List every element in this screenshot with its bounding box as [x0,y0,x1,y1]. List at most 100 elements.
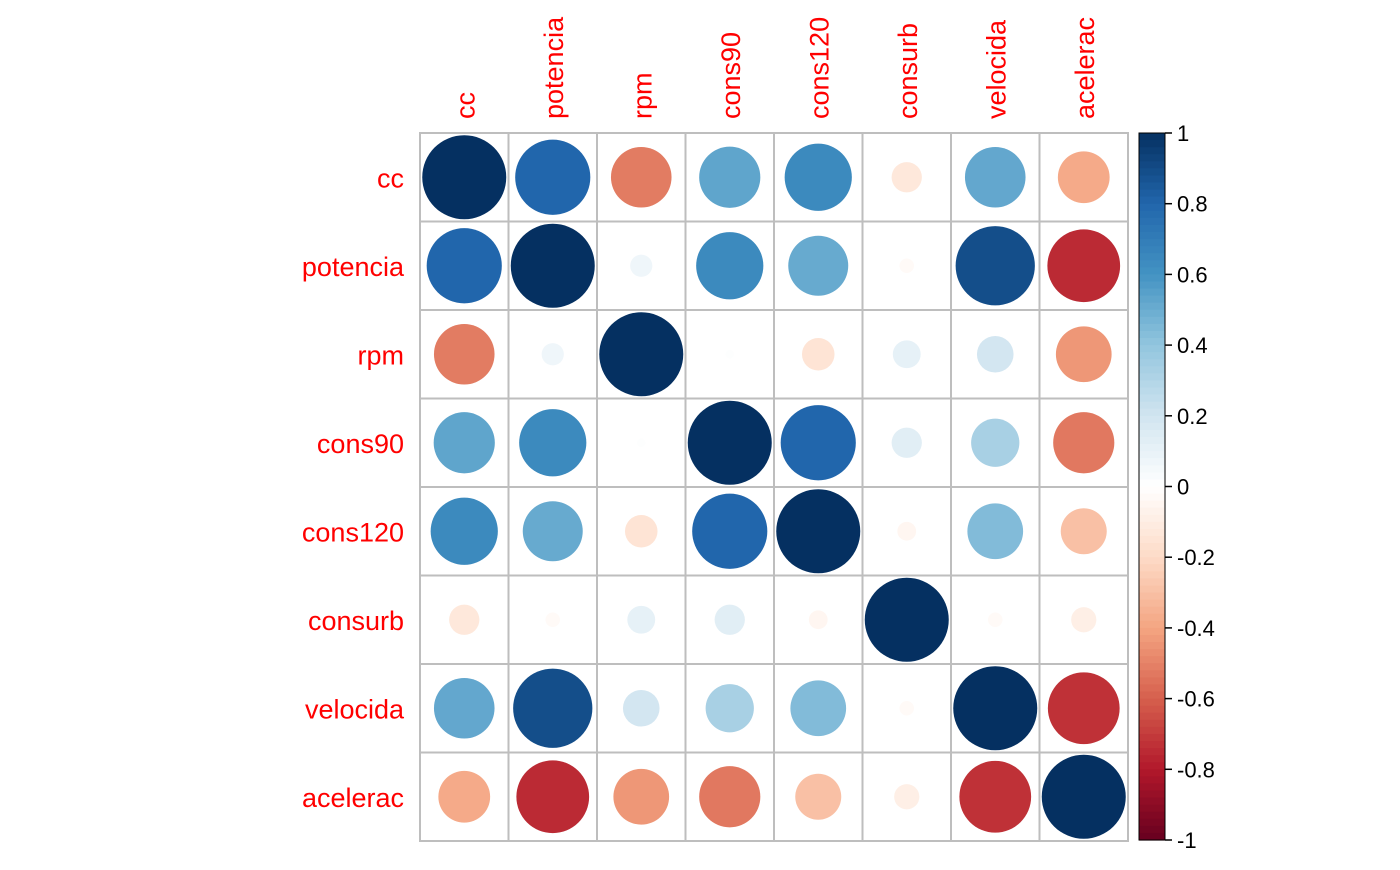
correlation-circle [891,427,922,458]
colorbar-tick-label: 0.6 [1177,262,1208,287]
colorbar-segment [1139,458,1165,466]
colorbar-segment [1139,670,1165,678]
column-label: cons90 [716,32,746,119]
correlation-circle [430,497,498,565]
colorbar-segment [1139,733,1165,742]
correlation-circle [426,228,502,304]
colorbar-segment [1139,832,1165,841]
column-label: rpm [627,73,657,120]
correlation-circle [433,412,495,474]
colorbar-segment [1139,465,1165,473]
colorbar-tick-label: 0.4 [1177,333,1208,358]
row-label: cc [377,163,404,193]
colorbar-segment [1139,656,1165,664]
correlation-circle [1047,672,1120,745]
correlation-circle [864,577,949,662]
correlation-circle [1060,508,1107,555]
colorbar-segment [1139,302,1165,311]
colorbar-segment [1139,741,1165,749]
colorbar-segment [1139,182,1165,191]
colorbar-segment [1139,380,1165,389]
correlation-circle [808,610,828,630]
correlation-circle [1055,326,1112,383]
row-label: velocida [305,694,405,724]
correlation-circle [545,612,561,628]
row-label: cons90 [317,429,404,459]
colorbar-segment [1139,274,1165,283]
colorbar-segment [1139,493,1165,502]
colorbar-segment [1139,606,1165,615]
colorbar-segment [1139,203,1165,212]
colorbar-segment [1139,677,1165,686]
correlation-circle [790,680,847,737]
correlation-circle [892,340,921,369]
colorbar-segment [1139,429,1165,438]
correlation-circle [953,666,1038,751]
row-labels: cc potencia rpm cons90 cons120 consurb velocid… [302,163,405,813]
colorbar-segment [1139,408,1165,417]
correlation-circle [987,612,1003,628]
color-legend: 1 0.8 0.6 0.4 0.2 0 -0.2 -0.4 -0.6 -0.8 -1 [1138,121,1215,853]
colorbar-segment [1139,627,1165,636]
colorbar-segment [1139,507,1165,516]
colorbar-segment [1139,514,1165,523]
correlation-circle [899,258,915,274]
correlation-circle [613,768,670,825]
colorbar-segment [1139,210,1165,219]
colorbar-segment [1139,543,1165,551]
colorbar-segment [1139,140,1165,148]
correlation-circle [725,350,734,359]
colorbar-segment [1139,444,1165,452]
correlation-circle [433,677,495,739]
correlation-circle [522,501,583,562]
colorbar-segment [1139,811,1165,820]
correlation-circle [784,143,852,211]
colorbar-segment [1139,168,1165,177]
colorbar-segment [1139,585,1165,594]
correlation-circle [714,604,745,635]
colorbar-tick-label: -0.6 [1177,687,1215,712]
colorbar-segment [1139,528,1165,537]
correlation-circle [627,605,656,634]
correlation-circle [541,343,564,366]
colorbar-segment [1139,578,1165,587]
colorbar-segment [1139,401,1165,410]
colorbar-segment [1139,246,1165,254]
colorbar-segment [1139,564,1165,572]
correlation-circle [516,760,590,834]
correlation-circle [519,409,587,477]
column-label: velocida [981,19,1011,119]
colorbar-segment [1139,316,1165,325]
colorbar-segment [1139,217,1165,226]
colorbar-segment [1139,557,1165,565]
colorbar-tick-label: 0 [1177,475,1189,500]
colorbar-segment [1139,825,1165,834]
colorbar-tick-label: -0.4 [1177,616,1215,641]
colorbar-segment [1139,783,1165,792]
correlation-circle [1041,754,1126,839]
colorbar-segment [1139,437,1165,445]
correlation-circle [622,689,660,727]
correlation-circle [897,521,917,541]
correlation-circle [510,223,595,308]
colorbar-segment [1139,550,1165,558]
correlation-circle [599,312,684,397]
correlation-circle [795,773,842,820]
correlation-circle [976,335,1014,373]
colorbar-segment [1139,345,1165,353]
colorbar-segment [1139,338,1165,346]
colorbar-segment [1139,663,1165,671]
colorbar-segment [1139,521,1165,530]
colorbar-segment [1139,295,1165,304]
colorbar-segment [1139,571,1165,580]
colorbar-segment [1139,613,1165,622]
correlation-circle [801,337,835,371]
column-label: cons120 [804,17,834,119]
colorbar-segment [1139,451,1165,459]
colorbar-segment [1139,776,1165,785]
colorbar-segment [1139,642,1165,650]
correlation-circle [1071,607,1097,633]
colorbar-segment [1139,161,1165,169]
colorbar-tick-label: 0.8 [1177,192,1208,217]
